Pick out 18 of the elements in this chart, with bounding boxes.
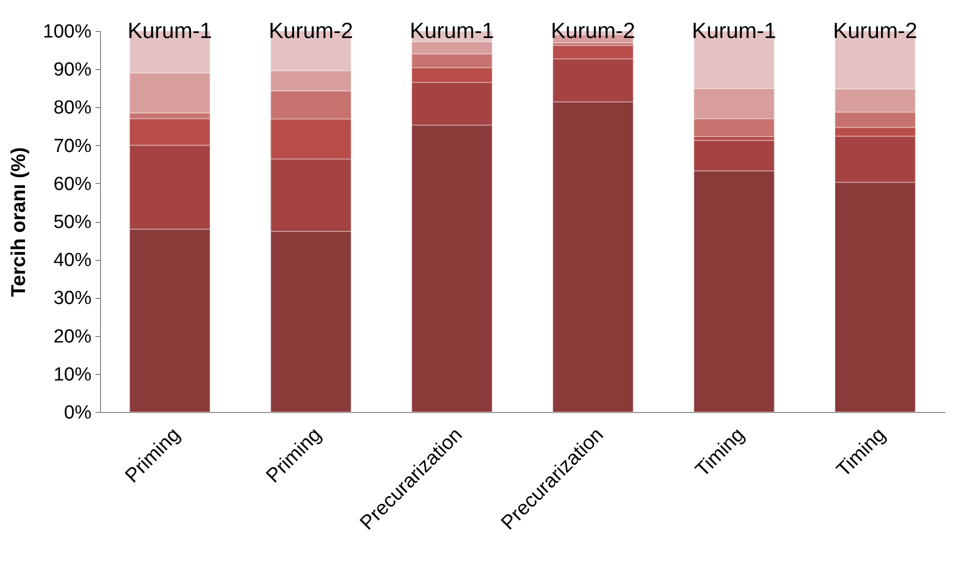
- y-tick-label: 60%: [53, 174, 92, 195]
- annotation: Kurum-2: [832, 18, 918, 43]
- y-tick-label: 50%: [53, 212, 92, 233]
- y-tick-label: 80%: [53, 98, 92, 119]
- y-tick-label: 40%: [53, 250, 92, 272]
- y-tick-label: 0%: [64, 402, 92, 424]
- y-tick-label: 20%: [53, 326, 92, 348]
- y-tick-label: 30%: [53, 288, 92, 310]
- y-tick-label: 90%: [53, 60, 92, 81]
- y-axis-title: Tercih oranı (%): [8, 147, 30, 297]
- annotation: Kurum-1: [692, 18, 776, 43]
- y-tick-label: 100%: [42, 22, 92, 42]
- y-tick-label: 70%: [53, 136, 92, 157]
- annotation: Kurum-1: [128, 18, 212, 43]
- annotation: Kurum-1: [410, 18, 494, 43]
- y-tick-label: 10%: [53, 364, 92, 386]
- annotation: Kurum-2: [550, 18, 636, 43]
- annotation: Kurum-2: [268, 18, 354, 43]
